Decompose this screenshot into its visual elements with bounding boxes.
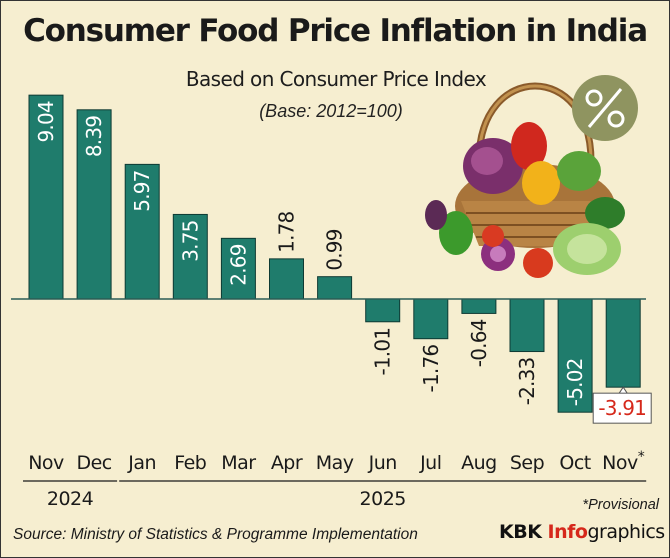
bar-value-label: 0.99: [323, 229, 347, 270]
bar: [461, 298, 497, 314]
bar-value-label: 3.75: [178, 220, 202, 261]
bar-value-label: -0.64: [467, 319, 491, 367]
bar-value-label: -2.33: [515, 357, 539, 405]
bar: [28, 94, 64, 300]
category-label: Apr: [271, 452, 303, 474]
bar-value-label: -1.01: [371, 328, 395, 376]
brand-graphics: graphics: [587, 521, 665, 543]
base-note: (Base: 2012=100): [259, 101, 403, 121]
bar: [269, 258, 304, 300]
bar: [605, 298, 641, 388]
chart-subtitle: Based on Consumer Price Index: [185, 67, 487, 91]
category-label: Jun: [368, 452, 397, 474]
bar-value-label: -5.02: [563, 358, 587, 406]
category-label: May: [316, 452, 354, 474]
bar-value-label: 8.39: [82, 116, 106, 157]
brand-kbk: KBK: [499, 521, 548, 543]
provisional-footnote: *Provisional: [582, 497, 659, 513]
chart-title: Consumer Food Price Inflation in India: [23, 13, 648, 49]
bar: [220, 237, 256, 300]
brand-info: Info: [547, 521, 588, 543]
bar-value-label: 2.69: [226, 244, 250, 285]
highlight-callout: [592, 392, 652, 424]
vegetable-basket-icon: [425, 82, 625, 278]
bar-value-label: 9.04: [34, 101, 58, 142]
bar: [365, 298, 401, 323]
category-label: Oct: [559, 452, 590, 474]
bar: [413, 298, 449, 340]
category-label: Feb: [174, 452, 207, 474]
year-group-label: 2024: [47, 488, 94, 510]
percent-badge-icon: [572, 75, 638, 141]
category-label: Sep: [510, 452, 545, 474]
bar-value-label: 5.97: [130, 170, 154, 211]
year-group-label: 2025: [360, 488, 406, 510]
category-label: Dec: [76, 452, 111, 474]
plot-area: 9.04 8.39 5.97 3.75 2.69 1.78 0.99 -1.01 -1.76 -0…: [11, 94, 652, 510]
bar-value-label: -1.76: [419, 345, 443, 393]
category-label: Mar: [221, 452, 256, 474]
bar: [317, 276, 353, 300]
category-label: Aug: [461, 452, 497, 474]
bar: [509, 298, 545, 353]
source-note: Source: Ministry of Statistics & Program…: [13, 526, 418, 543]
bar: [172, 213, 208, 300]
category-label: Nov: [28, 452, 64, 474]
bar-value-label: 1.78: [275, 211, 299, 252]
callout-pointer: [618, 386, 628, 394]
category-label: Nov*: [602, 449, 645, 474]
category-label: Jul: [419, 452, 441, 474]
brand-logo: KBK Infographics: [499, 521, 665, 543]
category-label: Jan: [127, 452, 156, 474]
bar: [76, 109, 112, 300]
bar-value-label: -3.91: [598, 396, 646, 420]
